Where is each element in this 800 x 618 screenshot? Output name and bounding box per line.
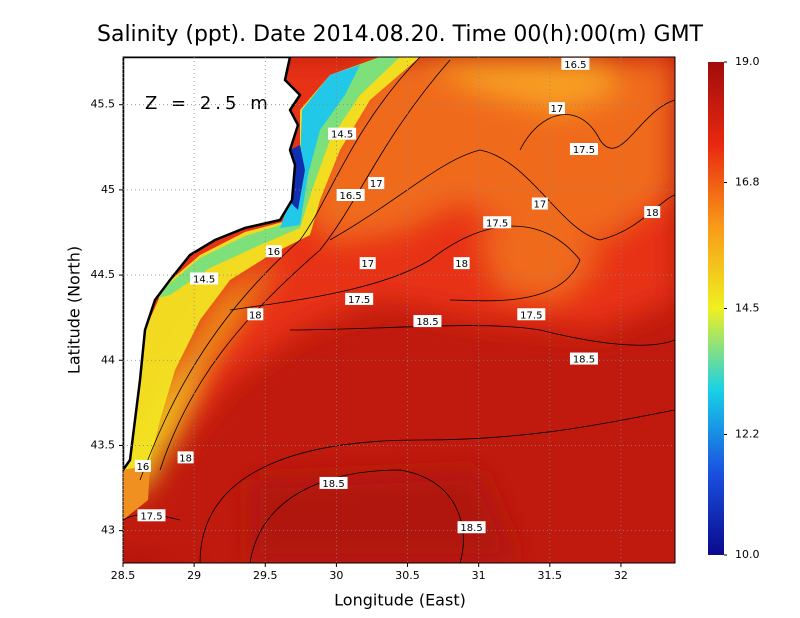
colorbar-tick-label: 16.8 xyxy=(735,176,760,189)
contour-label: 17 xyxy=(551,104,564,115)
contour-label: 14.5 xyxy=(193,274,215,285)
contour-label-box xyxy=(265,245,282,258)
x-tick-label: 32 xyxy=(614,569,628,582)
contour-label-box xyxy=(531,197,548,210)
x-tick-label: 30 xyxy=(329,569,343,582)
contour-label-box xyxy=(177,451,194,464)
depth-annotation: Z = 2.5 m xyxy=(145,93,272,114)
contour-label: 16 xyxy=(267,247,280,258)
contour-label: 17.5 xyxy=(573,145,595,156)
y-tick-label: 45 xyxy=(101,183,115,196)
y-tick-label: 44 xyxy=(101,353,115,366)
contour-label-box xyxy=(453,257,470,270)
salinity-field xyxy=(123,57,675,563)
contour-label: 17 xyxy=(370,179,383,190)
contour-label: 18 xyxy=(646,208,659,219)
chart-title: Salinity (ppt). Date 2014.08.20. Time 00… xyxy=(97,22,704,47)
colorbar-tick-label: 14.5 xyxy=(735,302,760,315)
contour-label-box xyxy=(569,352,598,365)
contour-label-box xyxy=(137,509,166,522)
contour-label-box xyxy=(517,308,546,321)
contour-label: 16.5 xyxy=(339,191,361,202)
contour-label-box xyxy=(345,292,374,305)
contour-label: 17 xyxy=(533,200,546,211)
contour-label: 18 xyxy=(179,453,192,464)
contour-label: 18.5 xyxy=(460,523,482,534)
contour-label-box xyxy=(247,308,264,321)
colorbar-tick-label: 19.0 xyxy=(735,55,760,68)
y-axis-label: Latitude (North) xyxy=(65,246,84,374)
x-tick-label: 31 xyxy=(472,569,486,582)
contour-label-box xyxy=(548,102,565,115)
x-tick-label: 30.5 xyxy=(395,569,420,582)
contour-label-box xyxy=(569,143,598,155)
contour-label: 18.5 xyxy=(416,317,438,328)
x-tick-label: 29 xyxy=(187,569,201,582)
contour-label-box xyxy=(134,459,151,472)
colorbar-tick-label: 12.2 xyxy=(735,427,760,440)
contour-label-box xyxy=(319,476,348,489)
y-tick-label: 43 xyxy=(101,524,115,537)
contour-label-box xyxy=(328,127,357,140)
contour-label-box xyxy=(336,189,365,201)
contour-label: 16.5 xyxy=(564,60,586,71)
contour-label-box xyxy=(561,57,590,70)
contour-label-box xyxy=(359,257,376,270)
contour-label: 16 xyxy=(137,462,150,473)
contour-label: 17.5 xyxy=(486,218,508,229)
contour-label: 18.5 xyxy=(322,479,344,490)
contour-label: 18 xyxy=(455,259,468,270)
contour-label-box xyxy=(413,315,442,328)
contour-label-box xyxy=(368,177,385,190)
y-tick-label: 44.5 xyxy=(91,268,116,281)
y-tick-label: 45.5 xyxy=(91,98,116,111)
contour-label-box xyxy=(190,272,219,285)
x-tick-label: 28.5 xyxy=(111,569,136,582)
y-tick-label: 43.5 xyxy=(91,438,116,451)
contour-label-box xyxy=(644,206,661,219)
contour-label: 18 xyxy=(249,310,262,321)
contour-label: 18.5 xyxy=(573,355,595,366)
x-tick-label: 29.5 xyxy=(253,569,278,582)
x-tick-label: 31.5 xyxy=(538,569,563,582)
x-axis-label: Longitude (East) xyxy=(334,591,466,610)
contour-label: 17 xyxy=(361,259,374,270)
contour-label-box xyxy=(483,216,512,229)
contour-label: 17.5 xyxy=(520,310,542,321)
contour-label: 14.5 xyxy=(331,130,353,141)
contour-label: 17.5 xyxy=(140,511,162,522)
contour-label: 17.5 xyxy=(348,295,370,306)
colorbar-tick-label: 10.0 xyxy=(735,548,760,561)
colorbar xyxy=(708,62,724,555)
contour-label-box xyxy=(457,521,486,534)
